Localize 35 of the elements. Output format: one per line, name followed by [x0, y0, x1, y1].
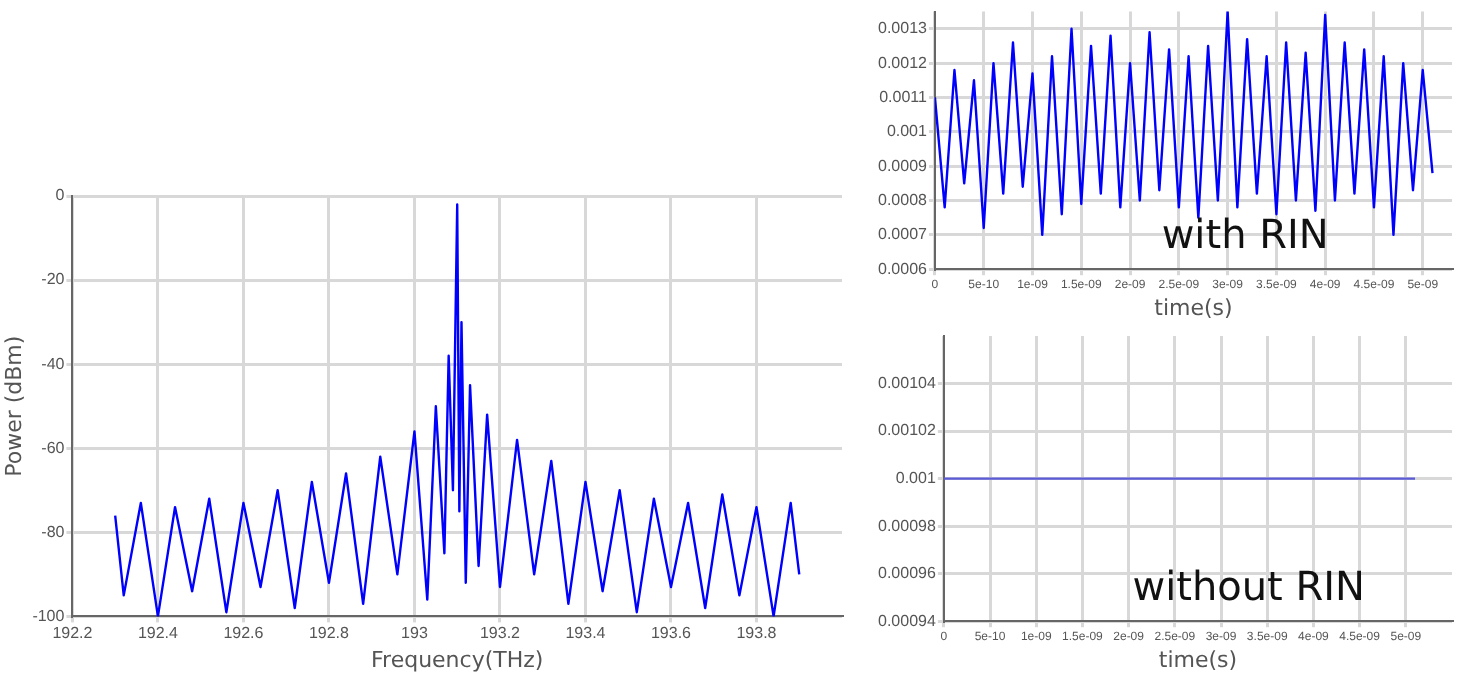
x-tick-label: 193.2 — [479, 624, 522, 643]
y-tick-label: 0.0007 — [878, 225, 929, 244]
y-tick-label: 0.00098 — [877, 516, 937, 535]
y-tick-label: -80 — [41, 522, 66, 541]
y-tick-label: 0.00094 — [877, 611, 937, 630]
y-tick-label: -20 — [41, 270, 66, 289]
y-tick-label: 0.001 — [886, 122, 929, 141]
y-tick-label: 0.0008 — [878, 190, 929, 209]
x-tick-label: 192.2 — [52, 624, 94, 643]
annotation: with RIN — [1161, 209, 1329, 258]
x-axis-title: time(s) — [1154, 294, 1233, 321]
x-axis-title: time(s) — [1158, 646, 1238, 673]
y-tick-label: -40 — [41, 354, 66, 373]
y-tick-label: 0.00104 — [877, 373, 937, 392]
y-tick-label: 0.0013 — [878, 19, 929, 38]
x-tick-label: 192.8 — [308, 624, 351, 643]
y-tick-label: 0.0011 — [879, 87, 929, 106]
y-tick-label: -100 — [32, 606, 66, 625]
x-tick-label: 193 — [401, 624, 429, 643]
annotation: without RIN — [1132, 561, 1366, 610]
y-tick-label: 0.0006 — [878, 259, 929, 278]
y-tick-label: 0 — [55, 186, 66, 205]
y-tick-label: 0.0009 — [878, 156, 929, 175]
x-axis-title: Frequency(THz) — [371, 646, 544, 673]
x-tick-label: 193.4 — [565, 624, 607, 643]
y-tick-label: 0.001 — [895, 469, 937, 488]
y-tick-label: 0.00096 — [877, 564, 937, 583]
y-tick-label: 0.0012 — [878, 53, 929, 72]
x-tick-label: 192.4 — [137, 624, 180, 643]
y-tick-label: -60 — [41, 438, 66, 457]
x-tick-label: 193.8 — [736, 624, 778, 643]
y-tick-label: 0.00102 — [877, 421, 937, 440]
y-axis-title: Power (dBm) — [0, 335, 27, 477]
x-tick-label: 192.6 — [223, 624, 265, 643]
x-tick-label: 193.6 — [650, 624, 693, 643]
